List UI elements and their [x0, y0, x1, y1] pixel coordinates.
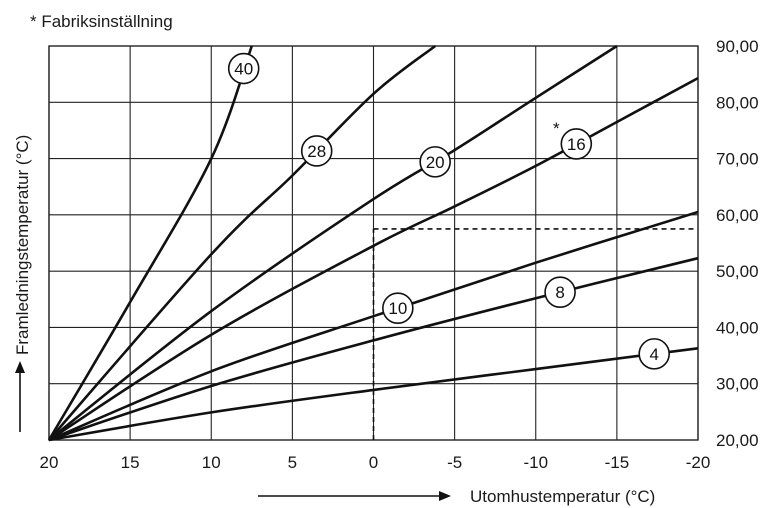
y-tick-label: 40,00	[716, 318, 759, 337]
curve-badge-text: 28	[307, 142, 326, 161]
x-tick-label: 20	[40, 453, 59, 472]
factory-setting-star: *	[553, 119, 560, 138]
x-axis-label: Utomhustemperatur (°C)	[470, 487, 655, 506]
x-tick-label: 15	[121, 453, 140, 472]
curve-badge-text: 16	[567, 135, 586, 154]
x-tick-label: -20	[686, 453, 711, 472]
curve-4	[48, 347, 699, 442]
curve-20	[48, 44, 618, 442]
curve-badge-16: 16 *	[553, 119, 593, 160]
curve-layer	[47, 44, 699, 442]
curve-badge-text: 10	[388, 299, 407, 318]
y-tick-label: 60,00	[716, 206, 759, 225]
factory-setting-note: * Fabriksinställning	[30, 12, 173, 31]
curve-badge-40: 40	[227, 52, 260, 85]
y-tick-label: 20,00	[716, 431, 759, 450]
x-tick-label: -15	[605, 453, 630, 472]
curve-badge-text: 4	[649, 345, 658, 364]
curve-badge-circle	[300, 135, 333, 167]
curve-badge-10: 10	[382, 292, 414, 324]
curve-badge-20: 20	[419, 146, 451, 178]
curve-28	[48, 44, 436, 441]
y-tick-label: 50,00	[716, 262, 759, 281]
curve-16	[48, 76, 699, 442]
curve-badge-4: 4	[638, 338, 670, 370]
curve-badge-circle	[382, 292, 414, 324]
tick-labels: 20 15 10 5 0 -5 -10 -15 -20 20,00 30,00 40,00 50,00 6…	[40, 37, 759, 472]
y-tick-label: 70,00	[716, 150, 759, 169]
x-tick-label: -10	[523, 453, 548, 472]
curve-8	[48, 256, 699, 442]
curve-badge-circle	[227, 52, 260, 85]
y-axis-label: Framledningstemperatur (°C)	[13, 135, 32, 355]
x-axis-arrow	[258, 491, 451, 501]
x-tick-label: 5	[288, 453, 297, 472]
curve-badge-circle	[560, 128, 593, 160]
y-tick-label: 80,00	[716, 93, 759, 112]
curve-badge-28: 28	[300, 135, 333, 167]
curve-badge-text: 40	[234, 60, 253, 79]
curve-labels: 4 8 10 16 * 20 28 40	[227, 52, 670, 370]
curve-10	[48, 210, 699, 442]
x-tick-label: 10	[202, 453, 221, 472]
curve-badge-text: 8	[555, 283, 564, 302]
y-axis-arrow	[15, 361, 25, 432]
x-tick-label: -5	[447, 453, 462, 472]
curve-badge-circle	[544, 276, 576, 308]
curve-badge-8: 8	[544, 276, 576, 308]
y-tick-label: 90,00	[716, 37, 759, 56]
curve-badge-circle	[638, 338, 670, 370]
curve-badge-circle	[419, 146, 451, 178]
y-tick-label: 30,00	[716, 375, 759, 394]
curve-40	[47, 45, 254, 441]
x-tick-label: 0	[369, 453, 378, 472]
curve-badge-text: 20	[426, 153, 445, 172]
